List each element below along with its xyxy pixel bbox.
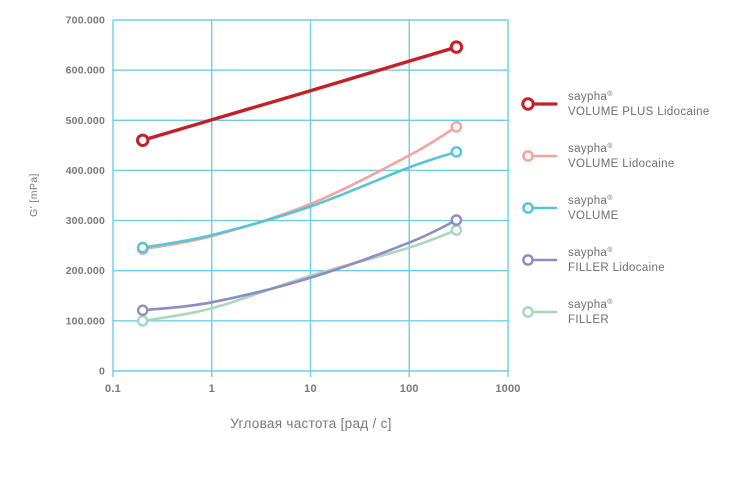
brand-text: saypha [568,91,608,103]
series-marker-filler-lidocaine [450,214,463,226]
y-tick-label: 500.000 [66,115,105,127]
x-tick-label: 1 [209,383,215,395]
x-tick-label: 1000 [495,383,520,395]
legend-circle [522,201,534,214]
series-line-volume [141,150,458,249]
product-name: VOLUME PLUS Lidocaine [568,106,710,118]
legend-circle [521,96,535,111]
legend-label-filler-lidocaine: saypha® FILLER Lidocaine [568,243,665,276]
x-tick-label: 10 [304,383,317,395]
volume-plus-lidocaine-marker-icon [521,96,558,111]
x-tick-label: 100 [400,383,419,395]
registered-mark: ® [607,143,613,150]
series-marker-volume [136,241,149,254]
product-name: VOLUME [568,210,619,222]
brand-text: saypha [568,247,608,259]
series-line-filler-lidocaine [141,218,458,312]
legend-label-filler: saypha® FILLER [568,295,612,328]
series-marker-filler [450,224,463,236]
product-name: FILLER [568,314,610,326]
plot-area: 700.000 600.000 500.000 400.000 300.000 200.0… [66,15,520,396]
product-name: VOLUME Lidocaine [568,158,675,170]
registered-mark: ® [607,247,613,254]
series-marker-filler [136,315,149,327]
series-marker-volume-lidocaine [450,121,463,133]
product-name: FILLER Lidocaine [568,262,666,274]
legend-item-volume-lidocaine: saypha® VOLUME Lidocaine [519,139,710,172]
x-axis-title: Угловая частота [рад / с] [230,416,392,431]
legend-circle [522,149,534,162]
legend-item-filler-lidocaine: saypha® FILLER Lidocaine [519,243,710,276]
series-marker-volume-plus-lidocaine [136,133,150,148]
registered-mark: ® [607,91,613,98]
registered-mark: ® [607,299,613,306]
y-tick-label: 600.000 [66,65,105,77]
y-axis-title: G' [mPa] [28,173,40,217]
series-marker-filler-lidocaine [136,304,149,317]
legend: saypha® VOLUME PLUS Lidocaine saypha® VO… [519,87,710,328]
brand-text: saypha [568,143,608,155]
series-line-volume-plus-lidocaine [141,45,459,142]
x-tick-label: 0.1 [105,383,121,395]
legend-label-volume-lidocaine: saypha® VOLUME Lidocaine [568,139,675,172]
brand-text: saypha [568,195,608,207]
legend-circle [522,305,534,318]
y-tick-label: 200.000 [66,265,105,277]
series-line-filler [141,228,458,323]
y-tick-label: 700.000 [66,15,105,27]
legend-circle [522,253,534,266]
brand-text: saypha [568,299,608,311]
legend-label-volume: saypha® VOLUME [568,191,619,224]
filler-marker-icon [522,305,558,318]
y-tick-label: 100.000 [66,315,105,327]
series-marker-volume-plus-lidocaine [449,40,464,54]
series-marker-volume [450,146,463,158]
legend-item-volume-plus-lidocaine: saypha® VOLUME PLUS Lidocaine [519,87,710,120]
y-tick-label: 300.000 [66,215,105,227]
legend-item-volume: saypha® VOLUME [519,191,710,224]
volume-lidocaine-marker-icon [522,149,558,162]
filler-lidocaine-marker-icon [522,253,558,266]
registered-mark: ® [607,195,613,202]
legend-item-filler: saypha® FILLER [519,295,710,328]
volume-marker-icon [522,201,558,214]
y-tick-label: 0 [99,366,105,378]
y-tick-label: 400.000 [66,165,105,177]
series-line-volume-lidocaine [141,125,458,251]
legend-label-volume-plus-lidocaine: saypha® VOLUME PLUS Lidocaine [568,87,710,120]
